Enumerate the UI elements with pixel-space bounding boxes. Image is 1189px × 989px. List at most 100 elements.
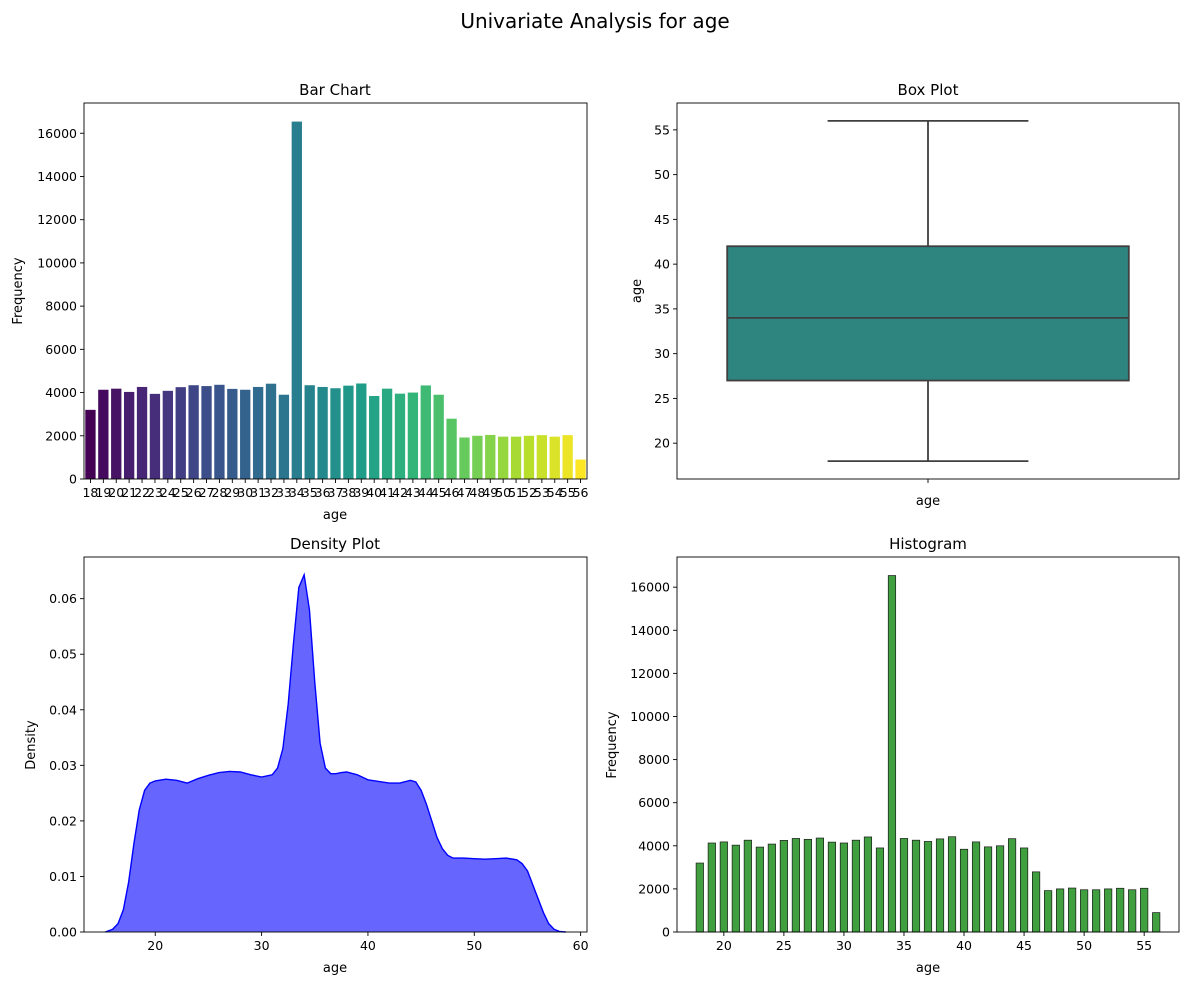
y-tick-label: 0 bbox=[662, 925, 670, 940]
bar bbox=[407, 392, 419, 479]
x-tick-label: 49 bbox=[482, 485, 498, 500]
y-tick-label: 4000 bbox=[45, 385, 77, 400]
x-tick-label: 19 bbox=[95, 485, 111, 500]
y-tick-label: 0.03 bbox=[49, 758, 77, 773]
x-tick-label: 35 bbox=[302, 485, 318, 500]
y-tick-label: 14000 bbox=[37, 169, 77, 184]
histogram-bar bbox=[947, 836, 957, 933]
x-tick-label: 45 bbox=[431, 485, 447, 500]
x-tick-label: 24 bbox=[160, 485, 176, 500]
histogram-title: Histogram bbox=[889, 535, 967, 553]
x-tick-label: 50 bbox=[466, 938, 482, 953]
bar bbox=[291, 121, 302, 479]
histogram-bar bbox=[1068, 887, 1077, 933]
x-tick-label: 52 bbox=[521, 485, 537, 500]
y-tick-label: 0 bbox=[69, 472, 77, 487]
histogram-bar bbox=[815, 837, 824, 933]
histogram-bar bbox=[695, 862, 704, 933]
bar bbox=[265, 383, 277, 479]
histogram-bar bbox=[719, 841, 728, 933]
histogram-bar bbox=[743, 839, 752, 933]
y-tick-label: 0.04 bbox=[49, 702, 77, 717]
histogram-bar bbox=[851, 839, 861, 933]
y-tick-label: 55 bbox=[654, 122, 670, 137]
y-tick-label: 0.02 bbox=[49, 813, 77, 828]
bar bbox=[381, 388, 393, 479]
bar bbox=[123, 391, 135, 479]
histogram-bar bbox=[707, 842, 716, 933]
bar bbox=[162, 390, 173, 479]
y-tick-label: 14000 bbox=[630, 623, 670, 638]
y-tick-label: 10000 bbox=[630, 709, 670, 724]
x-tick-label: 56 bbox=[573, 485, 589, 500]
y-tick-label: 35 bbox=[654, 301, 670, 316]
bar bbox=[498, 436, 509, 479]
bar bbox=[278, 394, 290, 479]
x-tick-label: 37 bbox=[328, 485, 344, 500]
y-tick-label: 0.01 bbox=[49, 869, 77, 884]
histogram-bar bbox=[983, 846, 993, 933]
x-tick-label: 28 bbox=[211, 485, 227, 500]
x-tick-label: 45 bbox=[1016, 938, 1032, 953]
x-tick-label: 18 bbox=[82, 485, 98, 500]
y-tick-label: 0.06 bbox=[49, 591, 77, 606]
bar bbox=[472, 435, 483, 479]
x-tick-label: 20 bbox=[716, 938, 732, 953]
bar-chart-title: Bar Chart bbox=[299, 81, 371, 99]
histogram-bar bbox=[1092, 889, 1101, 933]
plot-frame bbox=[676, 102, 1180, 480]
bar bbox=[356, 383, 367, 479]
y-tick-label: 20 bbox=[654, 436, 670, 451]
bar bbox=[536, 435, 548, 479]
bar bbox=[575, 459, 586, 479]
y-tick-label: 12000 bbox=[630, 666, 670, 681]
histogram-bar bbox=[863, 836, 873, 933]
bar bbox=[85, 409, 96, 479]
x-tick-label: 30 bbox=[836, 938, 852, 953]
x-tick-label: 23 bbox=[147, 485, 163, 500]
bar bbox=[175, 387, 186, 479]
x-tick-label: 42 bbox=[392, 485, 408, 500]
x-tick-label: 50 bbox=[1076, 938, 1092, 953]
bar bbox=[562, 435, 573, 479]
bar-chart-xlabel: age bbox=[323, 508, 347, 523]
y-tick-label: 45 bbox=[654, 212, 670, 227]
histogram-bar bbox=[1056, 888, 1065, 933]
x-tick-label: 47 bbox=[457, 485, 473, 500]
box-plot-xlabel: age bbox=[916, 494, 940, 509]
x-tick-label: 25 bbox=[173, 485, 189, 500]
plot-frame bbox=[83, 102, 588, 480]
y-tick-label: 8000 bbox=[45, 299, 77, 314]
histogram-bar bbox=[839, 842, 849, 933]
bar bbox=[136, 386, 148, 479]
bar bbox=[459, 437, 470, 479]
bar bbox=[201, 386, 212, 479]
density-line bbox=[105, 572, 566, 933]
x-tick-label: 20 bbox=[147, 938, 163, 953]
x-tick-label: 35 bbox=[896, 938, 912, 953]
bar bbox=[111, 388, 122, 479]
bar bbox=[304, 385, 315, 479]
histogram-bar bbox=[1116, 887, 1125, 933]
histogram-xlabel: age bbox=[916, 961, 940, 976]
histogram-bar bbox=[1020, 847, 1029, 933]
x-tick-label: 30 bbox=[237, 485, 253, 500]
x-tick-label: 32 bbox=[263, 485, 279, 500]
bar-chart-panel: Bar Chart age Frequency 0 2000 4000 6000 800… bbox=[11, 81, 589, 523]
histogram-bar bbox=[959, 848, 969, 933]
y-tick-label: 12000 bbox=[37, 212, 77, 227]
x-tick-label: 44 bbox=[418, 485, 434, 500]
x-tick-label: 46 bbox=[444, 485, 460, 500]
bar bbox=[549, 436, 560, 479]
x-tick-label: 29 bbox=[224, 485, 240, 500]
bar bbox=[343, 385, 354, 479]
bar bbox=[330, 388, 341, 479]
x-tick-label: 51 bbox=[508, 485, 524, 500]
y-tick-label: 0.00 bbox=[49, 925, 77, 940]
bar bbox=[420, 385, 431, 479]
y-tick-label: 16000 bbox=[630, 580, 670, 595]
plot-frame bbox=[676, 556, 1180, 933]
density-plot-ylabel: Density bbox=[24, 720, 39, 770]
x-tick-label: 30 bbox=[254, 938, 270, 953]
